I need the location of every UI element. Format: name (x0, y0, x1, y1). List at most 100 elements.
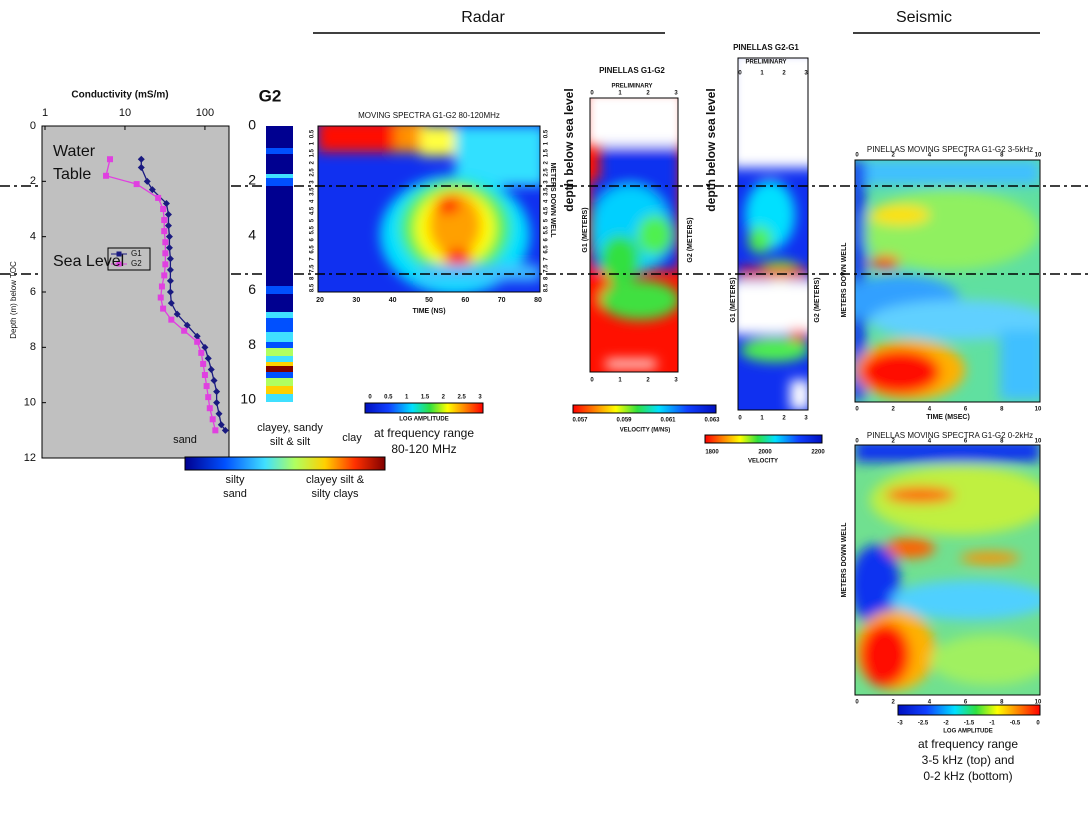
tick-label: 3 (478, 395, 482, 401)
tick-label: -2 (943, 721, 949, 727)
tick-label: 2.5 (544, 168, 550, 177)
label: PRELIMINARY (745, 60, 786, 66)
tick-label: 2 (442, 395, 446, 401)
tick-label: 0 (368, 395, 372, 401)
tick-label: 4.5 (544, 206, 550, 215)
heat-blob (436, 196, 460, 214)
legend-box (107, 247, 151, 271)
heatmap (318, 126, 540, 292)
heatmap-frame (317, 125, 541, 293)
stratum (266, 366, 293, 372)
tick-label: 10 (1035, 153, 1042, 159)
stratum (266, 362, 293, 366)
tick-label: 1800 (705, 450, 719, 456)
heat-blob (860, 350, 940, 394)
data-point (213, 388, 221, 396)
label: PINELLAS G2-G1 (733, 43, 799, 52)
data-point (181, 327, 188, 334)
label: PINELLAS G1-G2 (599, 66, 665, 75)
label: 3-5 kHz (top) and (922, 753, 1015, 767)
tick-label: 3 (674, 378, 678, 384)
label: G2 (METERS) (687, 217, 694, 262)
data-point (215, 410, 223, 418)
heat-blob (870, 300, 1040, 340)
heat-blob (600, 280, 678, 320)
tick-label: 3 (804, 416, 808, 422)
tick-label: 8 (1000, 153, 1004, 159)
heat-blob (855, 160, 1040, 185)
label: clayey silt & (306, 474, 365, 486)
stratum (266, 318, 293, 332)
x-tick-label: 1 (42, 107, 48, 119)
data-point (221, 426, 229, 434)
data-point (194, 338, 201, 345)
stratum (266, 148, 293, 154)
heat-blob (444, 249, 472, 267)
tick-label: 6 (310, 238, 316, 242)
data-point (210, 377, 218, 385)
y-tick-label: 0 (248, 117, 256, 133)
heatmap-field (738, 58, 808, 410)
x-tick-label: 10 (119, 107, 131, 119)
heat-blob (740, 338, 808, 362)
tick-label: -1.5 (964, 721, 975, 727)
data-point (160, 206, 167, 212)
tick-label: 0 (855, 153, 859, 159)
tick-label: 3.5 (310, 187, 316, 196)
column-title: G2 (259, 86, 282, 105)
tick-label: 0 (590, 378, 594, 384)
label: clayey, sandy (257, 422, 323, 434)
data-point (166, 266, 174, 274)
tick-label: 30 (352, 297, 360, 304)
colorbar (572, 404, 717, 414)
legend-label: G1 (131, 249, 142, 258)
chart-title: Conductivity (mS/m) (71, 90, 168, 101)
tick-label: 6 (964, 407, 968, 413)
label: sand (173, 434, 197, 446)
data-point (203, 383, 210, 390)
tick-label: 2 (646, 91, 650, 97)
tick-label: 1 (544, 141, 550, 145)
y-tick-label: 4 (248, 226, 256, 242)
tick-label: 1.5 (544, 148, 550, 157)
stratum (266, 154, 293, 174)
heatmap-field (590, 98, 678, 368)
tick-label: 5 (310, 218, 316, 222)
tick-label: 2200 (811, 450, 825, 456)
tick-label: 8.5 (544, 283, 550, 292)
heat-blob (1000, 330, 1040, 400)
tick-label: -1 (989, 721, 995, 727)
tick-label: 8 (544, 276, 550, 280)
data-point (204, 354, 212, 362)
data-point (161, 217, 168, 224)
data-point (198, 349, 205, 356)
label: METERS DOWN WELL (841, 242, 848, 318)
heat-blob (960, 552, 1020, 564)
tick-label: 70 (498, 297, 506, 304)
heatmap-field (855, 445, 1040, 690)
tick-label: 8.5 (310, 283, 316, 292)
tick-label: 40 (389, 297, 397, 304)
colorbar (704, 434, 823, 444)
y-tick-label: 6 (248, 281, 256, 297)
tick-label: 1.5 (310, 148, 316, 157)
data-point (168, 316, 175, 323)
stratum (266, 332, 293, 342)
tick-label: 6.5 (310, 245, 316, 254)
heat-blob (885, 538, 935, 558)
heat-blob (637, 215, 673, 255)
heat-blob (600, 146, 678, 186)
lith-colorbar (184, 456, 386, 471)
tick-label: 4 (928, 439, 932, 445)
stratum (266, 394, 293, 402)
data-point (217, 421, 225, 429)
label: G1 (METERS) (730, 277, 737, 322)
label: METERS DOWN WELL (841, 522, 848, 598)
y-tick-label: 12 (24, 452, 36, 464)
y-tick-label: 0 (30, 120, 36, 132)
heat-blob (318, 126, 398, 152)
heatmap (855, 160, 1040, 402)
data-point (164, 211, 172, 219)
stratum (266, 178, 293, 186)
label: VELOCITY (748, 459, 778, 465)
